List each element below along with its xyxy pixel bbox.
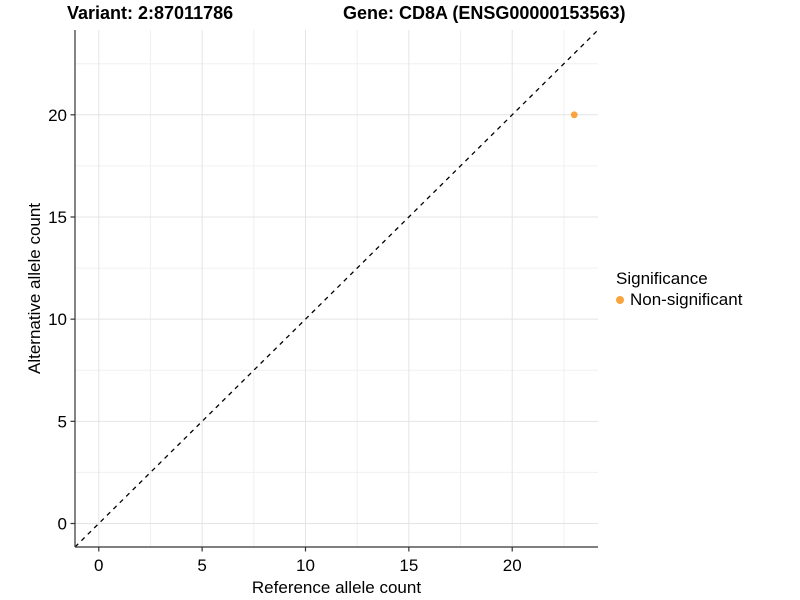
gene-title: Gene: CD8A (ENSG00000153563) bbox=[343, 3, 626, 23]
data-point bbox=[570, 111, 578, 119]
y-tick-label: 10 bbox=[48, 310, 67, 329]
y-tick-label: 5 bbox=[58, 412, 67, 431]
legend-item: Non-significant bbox=[616, 289, 742, 310]
legend-point-icon bbox=[616, 295, 624, 304]
x-tick-label: 5 bbox=[197, 556, 206, 575]
y-tick-label: 0 bbox=[58, 515, 67, 534]
x-tick-label: 15 bbox=[399, 556, 418, 575]
x-axis-title: Reference allele count bbox=[252, 578, 421, 597]
identity-line bbox=[74, 29, 599, 548]
x-tick-label: 10 bbox=[296, 556, 315, 575]
y-tick-label: 15 bbox=[48, 208, 67, 227]
y-axis-title: Alternative allele count bbox=[25, 203, 44, 374]
variant-title: Variant: 2:87011786 bbox=[67, 3, 234, 23]
legend-item-label: Non-significant bbox=[630, 290, 743, 309]
x-tick-label: 0 bbox=[94, 556, 103, 575]
x-tick-label: 20 bbox=[503, 556, 522, 575]
legend: Significance Non-significant bbox=[616, 268, 742, 310]
y-tick-label: 20 bbox=[48, 106, 67, 125]
legend-title: Significance bbox=[616, 269, 708, 288]
